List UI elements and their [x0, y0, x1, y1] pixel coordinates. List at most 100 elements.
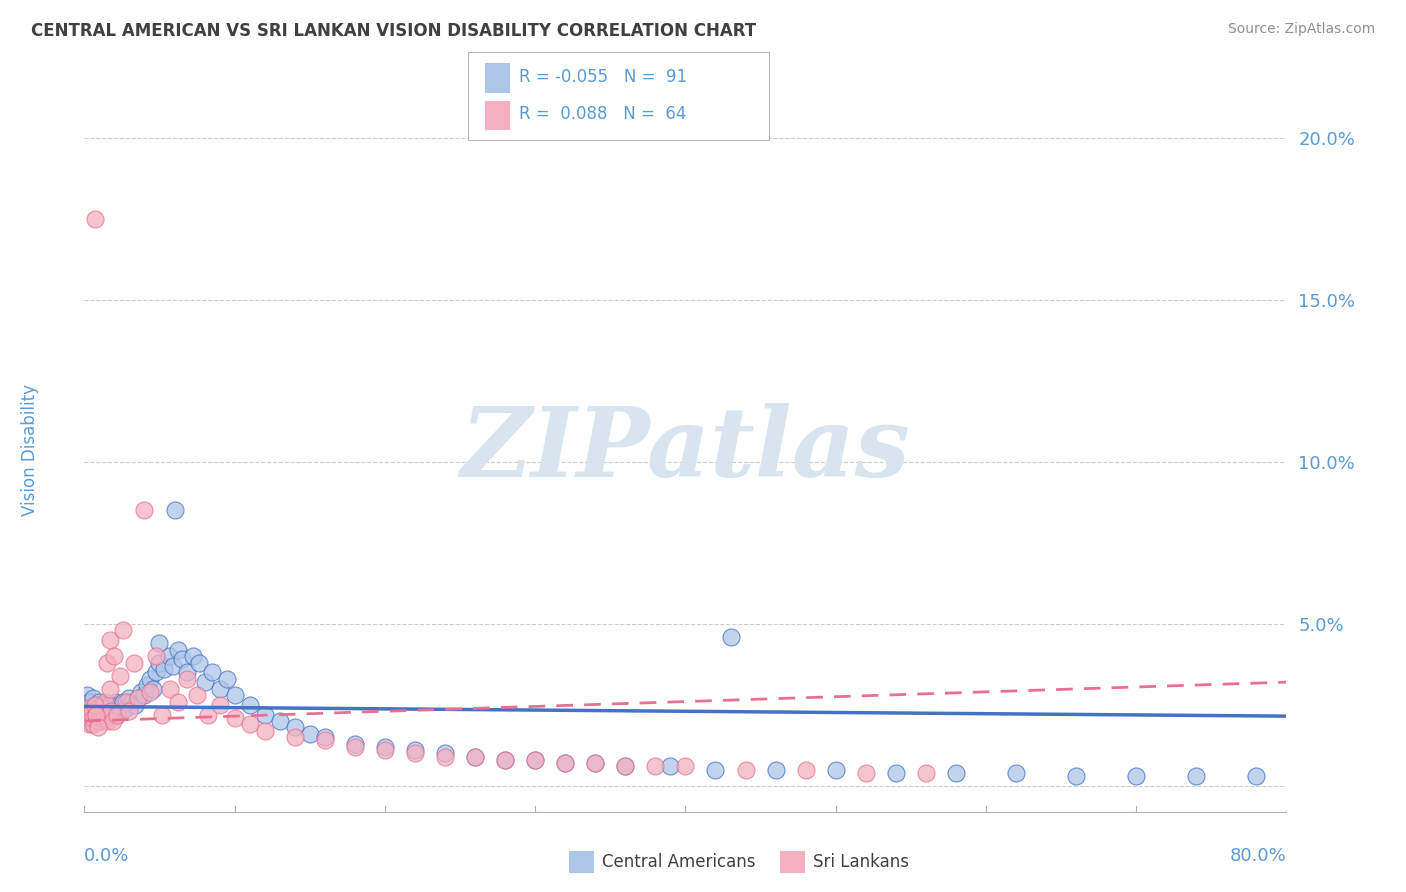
Point — [96, 656, 118, 670]
Point — [583, 756, 606, 771]
Text: 80.0%: 80.0% — [1230, 847, 1286, 865]
Point — [93, 707, 115, 722]
Point — [554, 756, 576, 771]
Text: Source: ZipAtlas.com: Source: ZipAtlas.com — [1227, 22, 1375, 37]
Point — [166, 642, 188, 657]
Point — [89, 695, 111, 709]
Point — [89, 711, 111, 725]
Point — [83, 698, 105, 712]
Point — [162, 659, 184, 673]
Point — [142, 681, 165, 696]
Point — [166, 695, 188, 709]
Point — [104, 695, 127, 709]
Point — [83, 698, 105, 712]
Point — [100, 707, 122, 722]
Point — [79, 711, 101, 725]
Point — [176, 672, 198, 686]
Point — [96, 711, 118, 725]
Point — [86, 707, 108, 722]
Point — [434, 747, 457, 761]
Point — [148, 636, 170, 650]
Point — [659, 759, 682, 773]
Point — [100, 704, 122, 718]
Point — [77, 695, 100, 709]
Point — [77, 717, 100, 731]
Point — [217, 672, 239, 686]
Point — [87, 714, 110, 728]
Point — [98, 632, 121, 647]
Point — [163, 503, 186, 517]
Point — [79, 704, 101, 718]
Point — [855, 765, 877, 780]
Point — [614, 759, 637, 773]
Point — [675, 759, 697, 773]
Point — [75, 707, 97, 722]
Point — [89, 704, 111, 718]
Point — [94, 695, 117, 709]
Text: Sri Lankans: Sri Lankans — [813, 853, 908, 871]
Point — [208, 681, 231, 696]
Point — [82, 711, 104, 725]
Point — [181, 649, 204, 664]
Point — [343, 737, 366, 751]
Point — [98, 698, 121, 712]
Text: Vision Disability: Vision Disability — [21, 384, 39, 516]
Point — [82, 691, 104, 706]
Point — [253, 723, 276, 738]
Point — [112, 624, 135, 638]
Point — [176, 665, 198, 680]
Point — [145, 665, 167, 680]
Point — [87, 707, 110, 722]
Point — [97, 704, 120, 718]
Point — [82, 717, 104, 731]
Point — [464, 749, 486, 764]
Point — [464, 749, 486, 764]
Point — [269, 714, 291, 728]
Point — [374, 743, 396, 757]
Point — [186, 688, 208, 702]
Point — [118, 691, 141, 706]
Point — [110, 701, 132, 715]
Point — [404, 747, 426, 761]
Point — [239, 698, 262, 712]
Text: ZIPatlas: ZIPatlas — [461, 403, 910, 498]
Point — [187, 656, 209, 670]
Point — [77, 701, 100, 715]
Point — [720, 630, 742, 644]
Point — [90, 714, 112, 728]
Point — [76, 714, 98, 728]
Point — [86, 704, 108, 718]
Point — [224, 711, 246, 725]
Point — [314, 733, 336, 747]
Point — [103, 649, 125, 664]
Point — [82, 707, 104, 722]
Point — [115, 701, 138, 715]
Point — [1005, 765, 1028, 780]
Point — [134, 503, 156, 517]
Point — [97, 714, 120, 728]
Text: 0.0%: 0.0% — [84, 847, 129, 865]
Point — [1185, 769, 1208, 783]
Point — [704, 763, 727, 777]
Point — [139, 685, 162, 699]
Point — [75, 698, 97, 712]
Point — [494, 753, 516, 767]
Point — [239, 717, 262, 731]
Text: Central Americans: Central Americans — [602, 853, 755, 871]
Point — [494, 753, 516, 767]
Text: R = -0.055   N =  91: R = -0.055 N = 91 — [519, 68, 688, 86]
Point — [945, 765, 967, 780]
Point — [127, 691, 149, 706]
Point — [434, 749, 457, 764]
Point — [134, 688, 156, 702]
Point — [201, 665, 224, 680]
Point — [86, 707, 108, 722]
Point — [284, 730, 307, 744]
Point — [139, 672, 162, 686]
Point — [83, 711, 105, 725]
Point — [1246, 769, 1268, 783]
Point — [127, 691, 149, 706]
Point — [404, 743, 426, 757]
Point — [101, 701, 124, 715]
Point — [90, 711, 112, 725]
